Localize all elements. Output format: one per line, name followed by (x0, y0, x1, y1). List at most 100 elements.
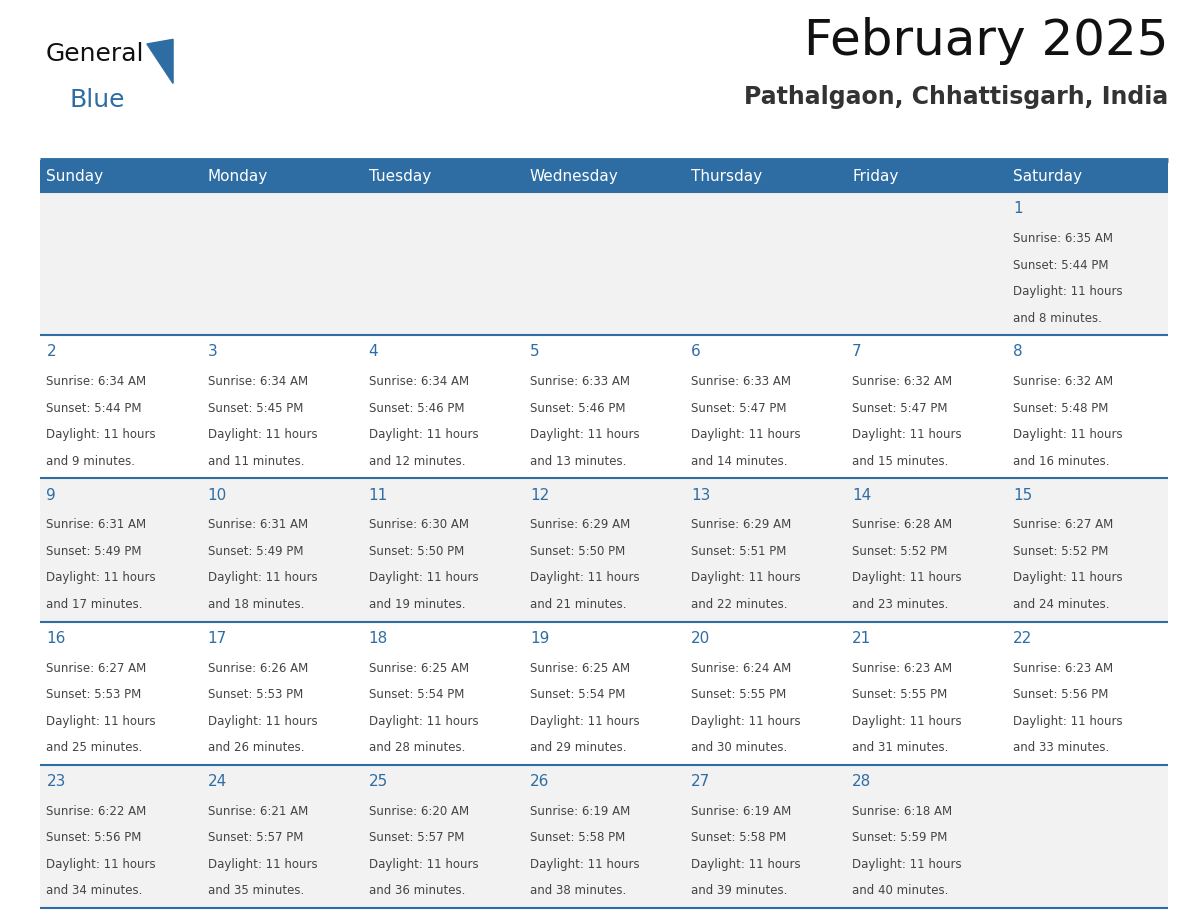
Text: Sunset: 5:52 PM: Sunset: 5:52 PM (1013, 545, 1108, 558)
Text: Sunset: 5:52 PM: Sunset: 5:52 PM (852, 545, 948, 558)
Text: Daylight: 11 hours: Daylight: 11 hours (1013, 285, 1123, 298)
Text: 7: 7 (852, 344, 861, 359)
Text: 10: 10 (208, 487, 227, 502)
Text: Sunset: 5:44 PM: Sunset: 5:44 PM (46, 402, 141, 415)
Text: and 11 minutes.: and 11 minutes. (208, 454, 304, 468)
Text: and 13 minutes.: and 13 minutes. (530, 454, 626, 468)
Text: Saturday: Saturday (1013, 169, 1082, 184)
Text: Sunrise: 6:27 AM: Sunrise: 6:27 AM (46, 662, 146, 675)
Text: 8: 8 (1013, 344, 1023, 359)
Text: 25: 25 (368, 774, 388, 789)
Text: Sunrise: 6:26 AM: Sunrise: 6:26 AM (208, 662, 308, 675)
Text: February 2025: February 2025 (803, 17, 1168, 65)
Text: Daylight: 11 hours: Daylight: 11 hours (530, 715, 639, 728)
Text: and 17 minutes.: and 17 minutes. (46, 598, 143, 611)
Text: and 18 minutes.: and 18 minutes. (208, 598, 304, 611)
Text: Daylight: 11 hours: Daylight: 11 hours (530, 858, 639, 871)
Text: Sunset: 5:55 PM: Sunset: 5:55 PM (691, 688, 786, 701)
Text: Daylight: 11 hours: Daylight: 11 hours (1013, 715, 1123, 728)
Text: Daylight: 11 hours: Daylight: 11 hours (1013, 429, 1123, 442)
Text: and 23 minutes.: and 23 minutes. (852, 598, 948, 611)
Text: Sunset: 5:44 PM: Sunset: 5:44 PM (1013, 259, 1108, 272)
Text: and 14 minutes.: and 14 minutes. (691, 454, 788, 468)
Text: 18: 18 (368, 631, 388, 645)
Text: 11: 11 (368, 487, 388, 502)
Text: Daylight: 11 hours: Daylight: 11 hours (852, 715, 962, 728)
Text: Sunrise: 6:21 AM: Sunrise: 6:21 AM (208, 805, 308, 818)
Text: Sunrise: 6:28 AM: Sunrise: 6:28 AM (852, 519, 953, 532)
Text: and 39 minutes.: and 39 minutes. (691, 884, 788, 898)
Text: Daylight: 11 hours: Daylight: 11 hours (368, 429, 479, 442)
Text: 16: 16 (46, 631, 65, 645)
Polygon shape (147, 39, 173, 84)
Text: Sunset: 5:53 PM: Sunset: 5:53 PM (208, 688, 303, 701)
Text: 17: 17 (208, 631, 227, 645)
Text: Sunset: 5:45 PM: Sunset: 5:45 PM (208, 402, 303, 415)
Text: and 15 minutes.: and 15 minutes. (852, 454, 948, 468)
Text: Daylight: 11 hours: Daylight: 11 hours (208, 858, 317, 871)
Text: Daylight: 11 hours: Daylight: 11 hours (368, 858, 479, 871)
Text: and 34 minutes.: and 34 minutes. (46, 884, 143, 898)
Text: Sunset: 5:56 PM: Sunset: 5:56 PM (1013, 688, 1108, 701)
Text: 22: 22 (1013, 631, 1032, 645)
Text: and 22 minutes.: and 22 minutes. (691, 598, 788, 611)
Text: General: General (46, 42, 145, 66)
Text: Daylight: 11 hours: Daylight: 11 hours (208, 715, 317, 728)
Text: Daylight: 11 hours: Daylight: 11 hours (530, 429, 639, 442)
Bar (40, 192, 1168, 335)
Text: Daylight: 11 hours: Daylight: 11 hours (852, 429, 962, 442)
Text: Daylight: 11 hours: Daylight: 11 hours (46, 858, 156, 871)
Text: 21: 21 (852, 631, 872, 645)
Text: and 38 minutes.: and 38 minutes. (530, 884, 626, 898)
Text: and 12 minutes.: and 12 minutes. (368, 454, 466, 468)
Text: and 26 minutes.: and 26 minutes. (208, 741, 304, 755)
Text: and 30 minutes.: and 30 minutes. (691, 741, 788, 755)
Text: Sunrise: 6:27 AM: Sunrise: 6:27 AM (1013, 519, 1113, 532)
Text: Sunset: 5:55 PM: Sunset: 5:55 PM (852, 688, 947, 701)
Text: 14: 14 (852, 487, 872, 502)
Text: Monday: Monday (208, 169, 267, 184)
Text: Sunrise: 6:22 AM: Sunrise: 6:22 AM (46, 805, 146, 818)
Text: 4: 4 (368, 344, 378, 359)
Text: 9: 9 (46, 487, 56, 502)
Text: and 24 minutes.: and 24 minutes. (1013, 598, 1110, 611)
Text: Daylight: 11 hours: Daylight: 11 hours (368, 572, 479, 585)
Text: 28: 28 (852, 774, 872, 789)
Text: Sunset: 5:53 PM: Sunset: 5:53 PM (46, 688, 141, 701)
Text: Sunrise: 6:32 AM: Sunrise: 6:32 AM (852, 375, 953, 388)
Text: Sunrise: 6:34 AM: Sunrise: 6:34 AM (208, 375, 308, 388)
Text: Blue: Blue (70, 88, 125, 112)
Text: Sunrise: 6:20 AM: Sunrise: 6:20 AM (368, 805, 469, 818)
Text: Sunrise: 6:25 AM: Sunrise: 6:25 AM (368, 662, 469, 675)
Text: 3: 3 (208, 344, 217, 359)
Text: Sunset: 5:59 PM: Sunset: 5:59 PM (852, 832, 948, 845)
Text: 5: 5 (530, 344, 539, 359)
Text: 13: 13 (691, 487, 710, 502)
Bar (40, 160, 1168, 192)
Text: Sunrise: 6:33 AM: Sunrise: 6:33 AM (530, 375, 630, 388)
Text: Sunrise: 6:31 AM: Sunrise: 6:31 AM (208, 519, 308, 532)
Text: and 9 minutes.: and 9 minutes. (46, 454, 135, 468)
Text: 20: 20 (691, 631, 710, 645)
Text: Sunrise: 6:34 AM: Sunrise: 6:34 AM (368, 375, 469, 388)
Text: Sunset: 5:47 PM: Sunset: 5:47 PM (691, 402, 786, 415)
Text: and 31 minutes.: and 31 minutes. (852, 741, 948, 755)
Text: Pathalgaon, Chhattisgarh, India: Pathalgaon, Chhattisgarh, India (744, 85, 1168, 109)
Text: Sunset: 5:58 PM: Sunset: 5:58 PM (530, 832, 625, 845)
Bar (40, 765, 1168, 908)
Text: Sunrise: 6:31 AM: Sunrise: 6:31 AM (46, 519, 146, 532)
Text: 24: 24 (208, 774, 227, 789)
Text: 12: 12 (530, 487, 549, 502)
Text: Sunrise: 6:35 AM: Sunrise: 6:35 AM (1013, 232, 1113, 245)
Text: and 40 minutes.: and 40 minutes. (852, 884, 948, 898)
Text: Daylight: 11 hours: Daylight: 11 hours (691, 858, 801, 871)
Text: Sunrise: 6:29 AM: Sunrise: 6:29 AM (530, 519, 630, 532)
Text: Sunrise: 6:23 AM: Sunrise: 6:23 AM (852, 662, 953, 675)
Text: Sunset: 5:57 PM: Sunset: 5:57 PM (208, 832, 303, 845)
Text: Sunset: 5:46 PM: Sunset: 5:46 PM (530, 402, 625, 415)
Text: Sunrise: 6:33 AM: Sunrise: 6:33 AM (691, 375, 791, 388)
Text: Thursday: Thursday (691, 169, 763, 184)
Text: Daylight: 11 hours: Daylight: 11 hours (1013, 572, 1123, 585)
Text: Sunrise: 6:30 AM: Sunrise: 6:30 AM (368, 519, 469, 532)
Text: Sunrise: 6:32 AM: Sunrise: 6:32 AM (1013, 375, 1113, 388)
